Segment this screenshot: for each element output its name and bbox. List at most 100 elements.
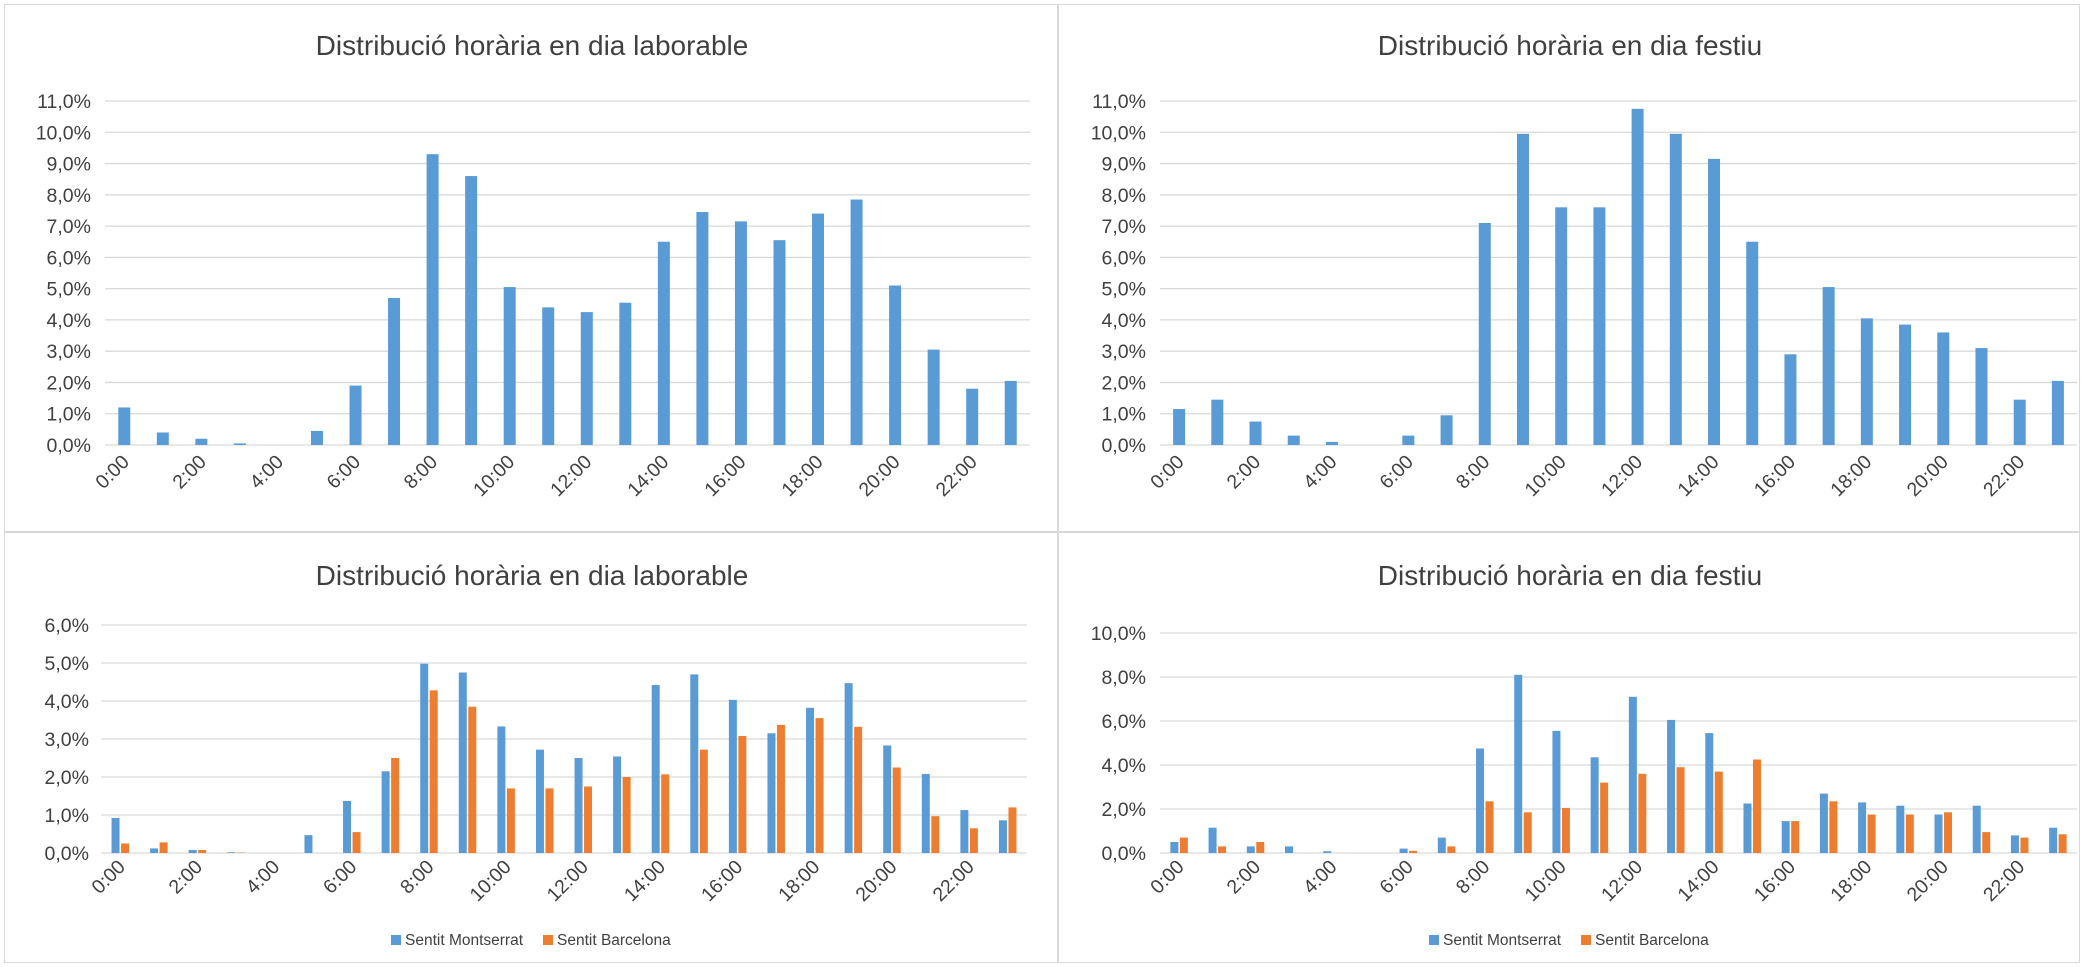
x-tick-label: 18:00 (774, 856, 824, 906)
y-tick-label: 0,0% (47, 435, 91, 457)
x-tick-label: 12:00 (543, 856, 593, 906)
y-tick-label: 7,0% (1102, 216, 1146, 238)
bar-600-series-1 (1409, 850, 1418, 853)
bar-900 (1516, 133, 1529, 445)
bar-1700-series-0 (767, 733, 776, 853)
y-tick-label: 11,0% (1092, 91, 1146, 113)
bar-1600-series-1 (1791, 821, 1800, 853)
x-tick-label: 12:00 (1597, 451, 1647, 501)
legend-label: Sentit Barcelona (1595, 932, 1709, 949)
legend-swatch (543, 935, 553, 945)
x-tick-label: 6:00 (1375, 856, 1418, 899)
bar-1100-series-0 (535, 749, 544, 853)
x-tick-label: 16:00 (1750, 856, 1800, 906)
bar-2100-series-0 (921, 773, 930, 853)
x-tick-label: 12:00 (546, 451, 596, 501)
bar-1000-series-0 (1552, 730, 1561, 853)
legend-label: Sentit Montserrat (405, 932, 524, 949)
x-tick-label: 2:00 (1223, 856, 1266, 899)
x-tick-label: 22:00 (932, 451, 982, 501)
y-tick-label: 5,0% (45, 653, 89, 675)
bar-1000-series-0 (497, 726, 506, 853)
bar-2200-series-1 (969, 828, 978, 853)
y-tick-label: 8,0% (1102, 185, 1146, 207)
x-tick-label: 14:00 (1673, 451, 1723, 501)
bar-1300-series-0 (613, 756, 622, 853)
y-tick-label: 11,0% (37, 91, 91, 113)
bar-600-series-1 (352, 832, 361, 853)
y-tick-label: 10,0% (36, 122, 91, 144)
x-tick-label: 20:00 (855, 451, 905, 501)
legend-swatch (1429, 935, 1439, 945)
bar-1800-series-0 (1858, 802, 1867, 853)
x-tick-label: 18:00 (1826, 451, 1876, 501)
bar-600 (1402, 435, 1415, 445)
chart-panel-holiday-total: Distribució horària en dia festiu 0,0% 1,0… (1058, 4, 2080, 532)
bar-000-series-1 (121, 843, 130, 853)
bar-2300-series-0 (998, 820, 1007, 853)
y-tick-label: 6,0% (45, 615, 89, 637)
y-tick-label: 9,0% (1102, 154, 1146, 176)
bar-2300-series-0 (2049, 827, 2058, 853)
bar-1600-series-0 (728, 699, 737, 853)
x-tick-label: 18:00 (777, 451, 827, 501)
bar-1900-series-1 (1905, 814, 1914, 853)
bar-2100 (1975, 348, 1988, 445)
chart-title: Distribució horària en dia festiu (1378, 30, 1762, 61)
bar-600 (349, 385, 362, 445)
y-tick-label: 0,0% (1102, 843, 1146, 865)
x-tick-label: 6:00 (323, 451, 366, 494)
y-tick-label: 0,0% (1102, 435, 1146, 457)
bar-2300 (1004, 380, 1017, 445)
y-tick-label: 3,0% (1102, 341, 1146, 363)
x-tick-label: 8:00 (1452, 451, 1495, 494)
bar-1800-series-1 (1867, 814, 1876, 853)
y-tick-label: 10,0% (1091, 623, 1146, 645)
bar-900-series-1 (468, 706, 477, 853)
bar-300-series-0 (1284, 846, 1293, 853)
x-tick-label: 4:00 (246, 451, 289, 494)
bar-1700 (773, 240, 786, 445)
chart-svg: Distribució horària en dia festiu 0,0% 1,0… (1091, 30, 2077, 501)
y-tick-label: 1,0% (1102, 404, 1146, 426)
bar-900 (465, 176, 478, 445)
bar-1900-series-0 (844, 683, 853, 853)
y-tick-label: 3,0% (45, 729, 89, 751)
bar-600-series-0 (1399, 848, 1408, 853)
legend-swatch (391, 935, 401, 945)
x-tick-label: 16:00 (700, 451, 750, 501)
bar-1300 (1669, 133, 1682, 445)
x-tick-label: 10:00 (469, 451, 519, 501)
x-tick-label: 22:00 (929, 856, 979, 906)
bar-800 (426, 154, 439, 445)
bar-1400-series-0 (651, 685, 660, 853)
y-tick-label: 0,0% (45, 843, 89, 865)
x-tick-label: 4:00 (1299, 856, 1342, 899)
bar-1000-series-1 (506, 788, 515, 853)
legend-swatch (1581, 935, 1591, 945)
bar-1500 (1746, 241, 1759, 445)
x-tick-label: 16:00 (1750, 451, 1800, 501)
chart-title: Distribució horària en dia laborable (316, 30, 749, 61)
y-tick-label: 1,0% (45, 805, 89, 827)
bar-2100-series-0 (1972, 805, 1981, 853)
bar-300 (233, 443, 246, 445)
bar-2000-series-1 (892, 767, 901, 853)
bar-1800-series-1 (815, 718, 824, 853)
bar-1300-series-0 (1667, 719, 1676, 853)
bar-1000 (503, 287, 516, 445)
y-tick-label: 2,0% (47, 372, 91, 394)
bar-800-series-1 (1485, 801, 1494, 853)
y-tick-label: 4,0% (45, 691, 89, 713)
bar-800-series-0 (1476, 748, 1485, 853)
x-tick-label: 16:00 (697, 856, 747, 906)
bar-2300-series-1 (2058, 834, 2067, 853)
bar-1400 (1708, 158, 1721, 445)
bar-1200 (580, 312, 593, 445)
bar-1400-series-0 (1705, 733, 1714, 853)
x-tick-label: 14:00 (620, 856, 670, 906)
y-tick-label: 8,0% (47, 185, 91, 207)
bar-1500-series-0 (1743, 803, 1752, 853)
y-tick-label: 5,0% (47, 279, 91, 301)
bar-1400-series-1 (1714, 771, 1723, 853)
